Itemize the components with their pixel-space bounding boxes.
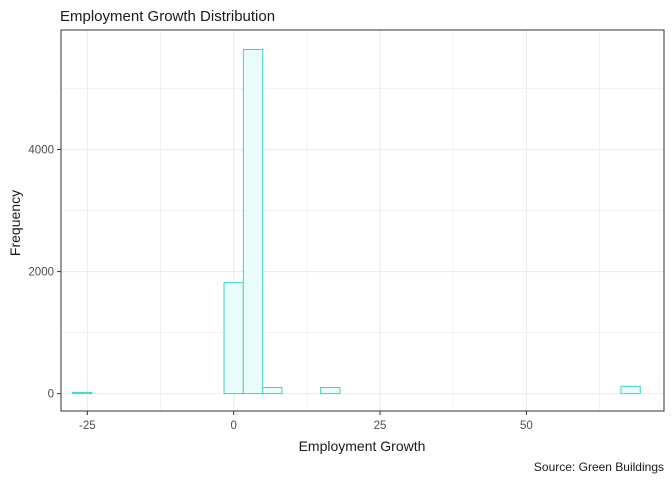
bars <box>71 49 641 395</box>
y-tick-label: 4000 <box>28 145 54 157</box>
x-axis-title: Employment Growth <box>299 438 426 454</box>
y-axis-title: Frequency <box>7 190 23 256</box>
y-tick-label: 2000 <box>28 267 54 279</box>
x-axis: -25 0 25 50 <box>79 411 533 432</box>
histogram-bar <box>262 387 283 395</box>
histogram-bar <box>223 282 244 395</box>
grid <box>61 30 664 411</box>
plot-panel-border <box>60 29 665 412</box>
histogram-bar <box>71 391 93 395</box>
histogram-bar <box>620 385 641 395</box>
histogram-bar <box>242 49 264 395</box>
histogram-bar <box>320 387 341 395</box>
chart-title: Employment Growth Distribution <box>60 8 275 25</box>
x-tick-label: 50 <box>520 420 533 432</box>
y-axis: 0 2000 4000 <box>28 145 61 401</box>
x-tick-label: 0 <box>231 420 237 432</box>
x-tick-label: -25 <box>79 420 96 432</box>
chart-caption: Source: Green Buildings <box>534 460 664 474</box>
x-tick-label: 25 <box>374 420 387 432</box>
y-tick-label: 0 <box>48 389 54 401</box>
